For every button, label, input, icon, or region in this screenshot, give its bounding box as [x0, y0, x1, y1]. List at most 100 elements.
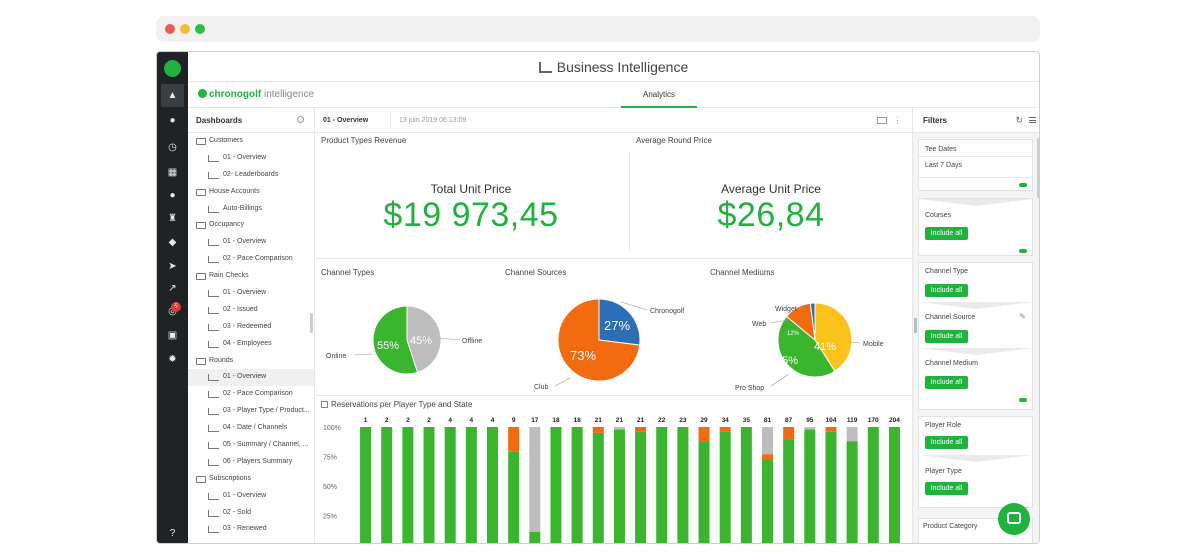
filters-resize-handle[interactable]: [914, 318, 917, 333]
folder-icon: [196, 138, 206, 145]
dashboard-item[interactable]: 04 - Date / Channels: [188, 420, 314, 437]
chart-icon[interactable]: ↗: [168, 283, 177, 294]
clock-icon[interactable]: ◷: [168, 142, 177, 153]
send-icon[interactable]: ➤: [168, 261, 177, 272]
dashboard-item[interactable]: Auto-Billings: [188, 201, 314, 218]
help-icon[interactable]: ?: [169, 528, 176, 539]
tag-icon[interactable]: ◆: [168, 237, 177, 248]
dashboard-item-label: 02 - Pace Comparison: [223, 390, 293, 398]
dashboard-item[interactable]: 01 - Overview: [188, 488, 314, 505]
sidebar-scrollbar[interactable]: [310, 313, 313, 333]
dashboard-item[interactable]: 03 - Redeemed: [188, 319, 314, 336]
dashboard-icon: [208, 509, 219, 517]
bar-segment: [360, 427, 372, 543]
bar-total-label: 22: [658, 417, 666, 424]
settings-icon[interactable]: ✹: [168, 354, 177, 365]
dashboard-item[interactable]: 06 - Players Summary: [188, 454, 314, 471]
filter-value[interactable]: Last 7 Days: [925, 162, 962, 169]
dashboard-icon: [208, 205, 219, 213]
tab-analytics[interactable]: Analytics: [621, 82, 697, 108]
maximize-window-button[interactable]: [195, 24, 205, 34]
y-tick-label: 100%: [323, 425, 341, 432]
slice-value-label: 45%: [410, 335, 432, 347]
filter-toggle[interactable]: [1019, 398, 1027, 402]
include-all-button[interactable]: Include all: [925, 482, 968, 495]
filter-tee-dates[interactable]: Tee Dates Last 7 Days: [918, 139, 1033, 191]
chart-icon: [321, 401, 328, 408]
dashboard-icon: [208, 290, 219, 298]
leader-line: [620, 301, 648, 311]
slice-value-label: 45%: [776, 355, 798, 367]
dashboard-item[interactable]: 02 - Issued: [188, 302, 314, 319]
minimize-window-button[interactable]: [180, 24, 190, 34]
chat-button[interactable]: [998, 503, 1030, 535]
calendar-icon[interactable]: ▦: [167, 167, 178, 178]
bar-segment: [825, 427, 837, 432]
target-icon[interactable]: ◎: [168, 306, 177, 317]
dashboard-item[interactable]: 02 - Pace Comparison: [188, 386, 314, 403]
dashboard-folder[interactable]: Customers: [188, 133, 314, 150]
dashboard-folder[interactable]: Rounds: [188, 353, 314, 370]
app-logo-icon[interactable]: [164, 60, 181, 77]
leader-line: [770, 319, 789, 324]
dashboard-item-label: Subscriptions: [209, 474, 252, 482]
dashboard-item[interactable]: 02 - Pace Comparison: [188, 251, 314, 268]
collapse-chevron: [919, 199, 1033, 209]
menu-icon[interactable]: [1029, 117, 1036, 123]
refresh-icon[interactable]: ↻: [1015, 115, 1023, 125]
report-icon[interactable]: ▣: [167, 330, 178, 341]
dashboard-folder[interactable]: House Accounts: [188, 184, 314, 201]
close-window-button[interactable]: [165, 24, 175, 34]
reservations-icon[interactable]: ●: [169, 115, 176, 126]
leader-line: [800, 304, 804, 310]
filter-toggle[interactable]: [1019, 249, 1027, 253]
filter-players[interactable]: Player Role Include all Player Type Incl…: [918, 416, 1033, 508]
business-intelligence-icon[interactable]: ▲: [161, 84, 184, 107]
dashboard-item-label: House Accounts: [209, 187, 260, 195]
bar-segment: [698, 441, 710, 543]
dashboard-item[interactable]: 04 - Employees: [188, 336, 314, 353]
dashboard-item[interactable]: 03 - Renewed: [188, 521, 314, 538]
dashboard-folder[interactable]: Subscriptions: [188, 471, 314, 488]
include-all-button[interactable]: Include all: [925, 376, 968, 389]
dashboard-item[interactable]: 01 - Overview: [188, 369, 314, 387]
dashboard-icon: [208, 442, 219, 450]
chat-icon: [1007, 512, 1021, 524]
slice-value-label: 27%: [604, 318, 630, 333]
dashboard-item[interactable]: 03 - Player Type / Product...: [188, 403, 314, 420]
filter-toggle[interactable]: [1019, 183, 1027, 187]
filter-channels[interactable]: Channel Type Include all Channel Source …: [918, 262, 1033, 410]
pie-slice: [598, 298, 641, 346]
dashboard-item[interactable]: 05 - Summary / Channel, ...: [188, 437, 314, 454]
dashboard-folder[interactable]: Rain Checks: [188, 268, 314, 285]
filter-label: Tee Dates: [925, 146, 957, 153]
bar-segment: [762, 454, 773, 461]
present-icon[interactable]: [877, 117, 887, 124]
bar-total-label: 4: [491, 417, 495, 424]
dashboard-item[interactable]: 01 - Overview: [188, 150, 314, 167]
include-all-button[interactable]: Include all: [925, 227, 968, 240]
tab-overview[interactable]: 01 - Overview: [323, 117, 369, 124]
dashboard-item[interactable]: 02- Leaderboards: [188, 167, 314, 184]
filter-courses[interactable]: Courses Include all: [918, 198, 1033, 256]
collapse-chevron: [919, 455, 1033, 465]
dashboard-icon: [208, 323, 219, 331]
people-icon[interactable]: ♜: [168, 213, 177, 224]
include-all-button[interactable]: Include all: [925, 436, 968, 449]
include-all-button[interactable]: Include all: [925, 330, 968, 343]
reservations-bar-chart: 100%75%50%25%0%1222444917181821212122232…: [323, 417, 900, 543]
more-options-icon[interactable]: ⋮: [893, 115, 902, 125]
dashboard-item[interactable]: 01 - Overview: [188, 285, 314, 302]
dashboard-item-label: 01 - Overview: [223, 491, 267, 499]
filters-panel: Filters ↻ Tee Dates Last 7 Days Courses …: [912, 108, 1039, 543]
bar-segment: [888, 427, 900, 543]
dashboard-folder[interactable]: Occupancy: [188, 217, 314, 234]
dashboard-item[interactable]: 02 - Sold: [188, 505, 314, 522]
include-all-button[interactable]: Include all: [925, 284, 968, 297]
edit-icon[interactable]: ✎: [1019, 312, 1026, 321]
search-icon[interactable]: [297, 116, 304, 123]
bar-segment: [592, 427, 604, 433]
filters-scrollbar[interactable]: [1037, 138, 1039, 198]
dashboard-item[interactable]: 01 - Overview: [188, 234, 314, 251]
money-icon[interactable]: ●: [169, 190, 176, 201]
